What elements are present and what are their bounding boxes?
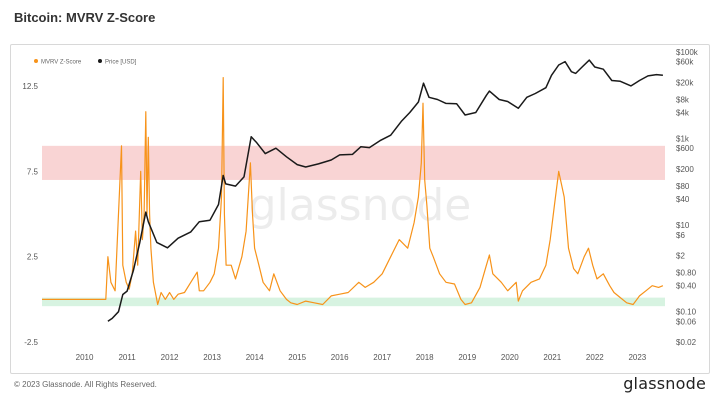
x-axis-tick: 2017 xyxy=(373,353,391,362)
right-axis-tick: $6 xyxy=(676,231,685,240)
right-axis-tick: $4k xyxy=(676,109,690,118)
red-band xyxy=(42,145,665,180)
legend-swatch xyxy=(34,59,38,63)
x-axis-tick: 2011 xyxy=(118,353,136,362)
legend-label: Price [USD] xyxy=(105,60,137,66)
x-axis-tick: 2023 xyxy=(628,353,646,362)
legend: MVRV Z-Score Price [USD] xyxy=(34,59,137,66)
series-lines xyxy=(42,59,664,322)
left-axis-tick: -2.5 xyxy=(24,338,38,347)
x-axis-tick: 2015 xyxy=(288,353,306,362)
x-axis-tick: 2021 xyxy=(543,353,561,362)
x-axis-tick: 2019 xyxy=(458,353,476,362)
right-axis-tick: $60k xyxy=(676,58,694,67)
left-axis-tick: 7.5 xyxy=(27,167,39,176)
x-axis-tick: 2016 xyxy=(331,353,349,362)
right-axis-tick: $200 xyxy=(676,165,694,174)
x-axis-tick: 2012 xyxy=(161,353,179,362)
price-line xyxy=(107,59,663,322)
left-axis-tick: 2.5 xyxy=(27,253,39,262)
right-axis-tick: $40 xyxy=(676,195,690,204)
legend-swatch xyxy=(98,59,102,63)
right-axis-ticks: $100k$60k$20k$8k$4k$1k$600$200$80$40$10$… xyxy=(676,48,699,347)
x-axis-tick: 2018 xyxy=(416,353,434,362)
x-axis-tick: 2014 xyxy=(246,353,264,362)
right-axis-tick: $600 xyxy=(676,144,694,153)
left-axis-ticks: 12.5 7.5 2.5 -2.5 xyxy=(22,82,38,347)
copyright-text: © 2023 Glassnode. All Rights Reserved. xyxy=(14,380,157,389)
x-axis-tick: 2020 xyxy=(501,353,519,362)
right-axis-tick: $20k xyxy=(676,78,694,87)
right-axis-tick: $1k xyxy=(676,135,690,144)
x-axis-tick: 2013 xyxy=(203,353,221,362)
legend-label: MVRV Z-Score xyxy=(41,60,82,66)
right-axis-tick: $0.80 xyxy=(676,269,697,278)
right-axis-tick: $10 xyxy=(676,221,690,230)
right-axis-tick: $100k xyxy=(676,48,699,57)
green-band xyxy=(42,297,665,307)
right-axis-tick: $0.40 xyxy=(676,282,697,291)
right-axis-tick: $0.06 xyxy=(676,317,697,326)
watermark-text: glassnode xyxy=(249,180,472,231)
left-axis-tick: 12.5 xyxy=(22,82,38,91)
right-axis-tick: $8k xyxy=(676,95,690,104)
chart-frame xyxy=(10,44,710,374)
right-axis-tick: $0.10 xyxy=(676,308,697,317)
page-title: Bitcoin: MVRV Z-Score xyxy=(14,10,156,25)
right-axis-tick: $2 xyxy=(676,251,685,260)
x-axis-tick: 2022 xyxy=(586,353,604,362)
mvrv-zscore-line xyxy=(42,76,664,306)
x-axis-ticks: 2010 2011 2012 2013 2014 2015 2016 2017 2018 2019… xyxy=(76,353,647,362)
x-axis-tick: 2010 xyxy=(76,353,94,362)
right-axis-tick: $0.02 xyxy=(676,338,697,347)
right-axis-tick: $80 xyxy=(676,182,690,191)
glassnode-logo[interactable]: glassnode xyxy=(623,374,706,393)
